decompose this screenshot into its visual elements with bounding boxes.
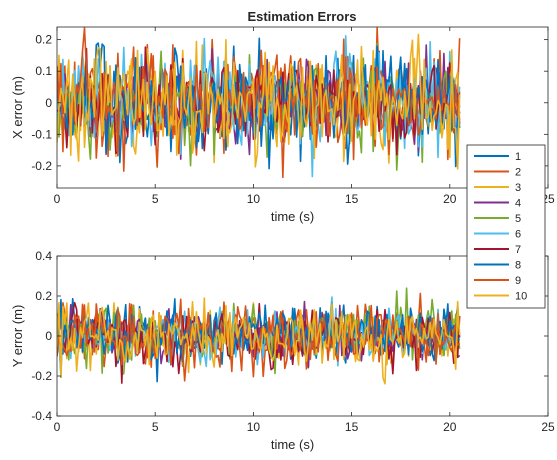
y-series-10-line xyxy=(57,297,461,385)
y-xtick-label: 10 xyxy=(247,420,261,434)
y-ytick-label: 0.4 xyxy=(35,249,52,263)
x-xtick-label: 10 xyxy=(247,192,261,206)
x-ytick-label: 0 xyxy=(45,96,52,110)
x-series-lines xyxy=(57,27,461,179)
y-ytick-label: 0.2 xyxy=(35,289,52,303)
x-series-10-line xyxy=(57,33,461,170)
legend-entry-1: 1 xyxy=(515,151,521,163)
x-ytick-label: 0.1 xyxy=(35,64,52,78)
x-xtick-label: 5 xyxy=(152,192,159,206)
y-xtick-label: 15 xyxy=(345,420,359,434)
x-ytick-label: 0.2 xyxy=(35,33,52,47)
legend: 1 2 3 4 5 6 7 8 9 10 xyxy=(466,144,546,309)
y-ytick-label: -0.2 xyxy=(31,369,52,383)
legend-entry-3: 3 xyxy=(515,182,521,194)
legend-entry-6: 6 xyxy=(515,229,521,241)
chart-title: Estimation Errors xyxy=(247,9,356,24)
x-axis-xlabel: time (s) xyxy=(271,209,314,224)
legend-entry-2: 2 xyxy=(515,167,521,179)
y-error-axes: 0 5 10 15 20 25 -0.4 -0.2 0 0.2 0.4 time (s) Y error… xyxy=(10,249,555,452)
y-axis-ylabel: Y error (m) xyxy=(10,305,25,368)
x-axis-ylabel: X error (m) xyxy=(10,76,25,139)
legend-entry-4: 4 xyxy=(515,198,521,210)
y-xtick-label: 0 xyxy=(54,420,61,434)
legend-entry-5: 5 xyxy=(515,213,521,225)
y-series-lines xyxy=(57,287,461,385)
legend-entry-10: 10 xyxy=(515,291,527,303)
y-axis-xlabel: time (s) xyxy=(271,437,314,452)
legend-box xyxy=(466,144,546,309)
x-xtick-label: 15 xyxy=(345,192,359,206)
legend-entry-9: 9 xyxy=(515,275,521,287)
x-ytick-label: -0.2 xyxy=(31,159,52,173)
x-xtick-label: 20 xyxy=(443,192,457,206)
y-xtick-label: 25 xyxy=(541,420,555,434)
y-ytick-label: 0 xyxy=(45,329,52,343)
y-ytick-label: -0.4 xyxy=(31,409,52,423)
y-xtick-label: 20 xyxy=(443,420,457,434)
legend-entry-7: 7 xyxy=(515,244,521,256)
x-ytick-label: -0.1 xyxy=(31,127,52,141)
x-axes-box xyxy=(56,26,549,189)
x-xtick-label: 0 xyxy=(54,192,61,206)
legend-entry-8: 8 xyxy=(515,260,521,272)
x-series-9-line xyxy=(57,27,461,179)
y-xtick-label: 5 xyxy=(152,420,159,434)
